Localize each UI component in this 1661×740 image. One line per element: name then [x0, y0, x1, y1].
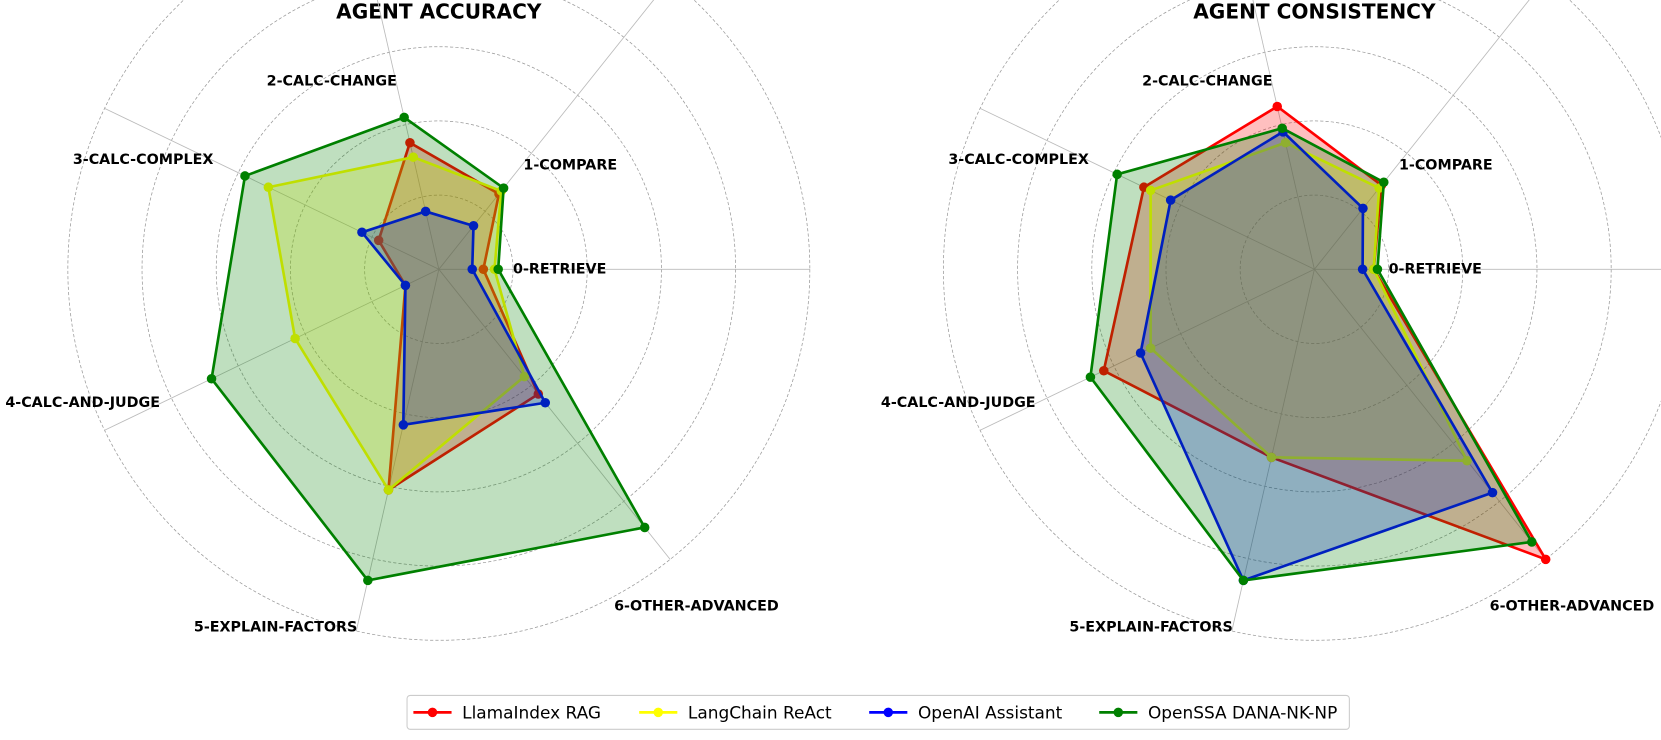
- series-area: [1150, 142, 1468, 461]
- chart-title: AGENT ACCURACY: [336, 0, 542, 23]
- legend-marker: [653, 707, 664, 718]
- series-area: [378, 142, 539, 490]
- data-point: [498, 183, 509, 193]
- data-point: [398, 420, 409, 430]
- axis-label: 0-RETRIEVE: [513, 261, 606, 277]
- data-point: [1372, 264, 1383, 275]
- axis-spoke: [1231, 269, 1315, 632]
- legend-marker: [1113, 707, 1124, 718]
- series-line: [266, 155, 526, 492]
- series-line: [359, 210, 548, 427]
- series-area: [1090, 128, 1532, 581]
- axis-label: 6-OTHER-ADVANCED: [1490, 598, 1655, 614]
- data-point: [1487, 487, 1498, 498]
- axis-label: 3-CALC-COMPLEX: [73, 152, 214, 168]
- series-area: [268, 157, 525, 490]
- axis-label: 2-CALC-CHANGE: [1142, 74, 1272, 90]
- data-point: [420, 206, 431, 217]
- chart-title: AGENT CONSISTENCY: [1193, 0, 1436, 23]
- data-point: [1272, 101, 1283, 112]
- data-point: [263, 182, 274, 192]
- axis-spoke: [1314, 0, 1530, 270]
- legend-label: LlamaIndex RAG: [462, 702, 601, 722]
- data-point: [1238, 575, 1249, 586]
- data-point: [373, 235, 384, 246]
- data-point: [383, 485, 394, 495]
- data-point: [1112, 169, 1122, 180]
- legend-label: OpenSSA DANA-NK-NP: [1148, 702, 1337, 722]
- series-area: [361, 211, 546, 425]
- data-point: [1099, 365, 1109, 376]
- data-point: [399, 112, 409, 123]
- series-line: [1149, 141, 1470, 463]
- series-area: [1103, 106, 1546, 560]
- data-point: [408, 152, 419, 162]
- data-point: [639, 522, 650, 533]
- axis-label: 5-EXPLAIN-FACTORS: [194, 620, 357, 636]
- data-point: [1527, 537, 1537, 547]
- legend: LlamaIndex RAG LangChain ReAct OpenAI Assi…: [406, 694, 1350, 730]
- series-line: [1139, 130, 1495, 583]
- data-point: [1358, 203, 1368, 214]
- axis-label: 4-CALC-AND-JUDGE: [881, 395, 1036, 411]
- axis-label: 5-EXPLAIN-FACTORS: [1069, 620, 1232, 636]
- data-point: [468, 221, 479, 231]
- data-point: [1085, 372, 1096, 382]
- data-point: [405, 137, 415, 148]
- series-area: [1140, 131, 1493, 581]
- data-point: [1379, 177, 1389, 188]
- data-point: [493, 264, 503, 275]
- legend-label: OpenAI Assistant: [918, 702, 1063, 722]
- data-point: [519, 371, 530, 382]
- axis-label: 3-CALC-COMPLEX: [948, 152, 1089, 168]
- data-point: [357, 227, 367, 238]
- data-point: [1145, 185, 1156, 196]
- data-point: [206, 373, 217, 384]
- axis-label: 1-COMPARE: [523, 157, 617, 173]
- data-point: [240, 171, 250, 181]
- legend-marker: [883, 707, 894, 718]
- axis-spoke: [438, 0, 655, 270]
- series-area: [211, 117, 645, 581]
- axis-spoke: [1314, 269, 1547, 560]
- data-point: [1266, 452, 1277, 463]
- series-line: [210, 115, 647, 582]
- data-point: [1135, 348, 1146, 358]
- data-point: [1165, 195, 1176, 205]
- data-point: [363, 575, 373, 586]
- data-point: [478, 264, 489, 275]
- series-line: [1089, 126, 1534, 582]
- data-point: [1280, 137, 1291, 148]
- axis-label: 1-COMPARE: [1399, 157, 1493, 173]
- data-point: [540, 397, 551, 408]
- data-point: [1145, 343, 1156, 353]
- data-point: [1277, 123, 1287, 134]
- data-point: [1357, 264, 1368, 275]
- axis-spoke: [355, 269, 440, 632]
- axis-label: 2-CALC-CHANGE: [267, 74, 397, 90]
- axis-label: 0-RETRIEVE: [1389, 261, 1482, 277]
- data-point: [467, 264, 477, 275]
- data-point: [1540, 554, 1551, 565]
- axis-spoke: [104, 268, 440, 431]
- axis-spoke: [1252, 0, 1315, 270]
- axis-label: 6-OTHER-ADVANCED: [614, 598, 779, 614]
- legend-marker: [427, 707, 438, 718]
- data-point: [290, 333, 300, 344]
- axis-spoke: [438, 269, 671, 560]
- legend-label: LangChain ReAct: [688, 702, 832, 722]
- axis-label: 4-CALC-AND-JUDGE: [5, 395, 160, 411]
- data-point: [400, 280, 411, 291]
- data-point: [1462, 455, 1472, 466]
